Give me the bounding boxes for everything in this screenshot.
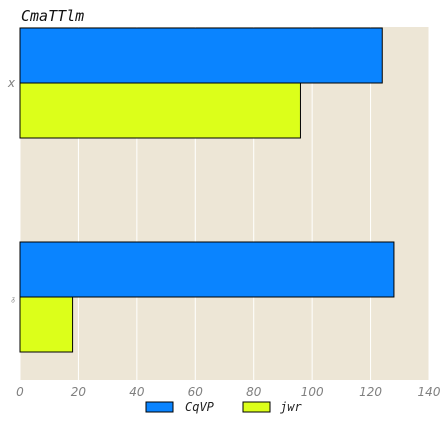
bar-jwr-0 — [19, 82, 301, 139]
legend-swatch-jwr — [242, 401, 271, 413]
x-tick-label: 60 — [188, 385, 204, 399]
x-tick-label: 20 — [71, 385, 87, 399]
x-tick-label: 40 — [129, 385, 145, 399]
x-tick-label: 0 — [16, 385, 24, 399]
x-tick-label: 80 — [246, 385, 262, 399]
x-tick-label: 140 — [418, 385, 441, 399]
x-tick-label: 120 — [359, 385, 382, 399]
x-axis-ticks: 0 20 40 60 80 100 120 140 — [16, 385, 441, 399]
y-tick-label: x — [7, 76, 16, 90]
y-axis-ticks: xᵹ — [7, 76, 16, 303]
legend-label-cqvp: CqVP — [185, 400, 215, 414]
bar-jwr-1 — [19, 296, 74, 353]
bars — [19, 27, 395, 353]
bar-cqvp-0 — [19, 27, 383, 84]
x-tick-label: 100 — [301, 385, 324, 399]
legend-swatch-cqvp — [145, 401, 174, 413]
legend: CqVP jwr — [145, 400, 302, 414]
chart-title: CmaTTlm — [21, 7, 84, 25]
legend-label-jwr: jwr — [280, 400, 302, 414]
bar-cqvp-1 — [19, 241, 395, 298]
y-tick-label: ᵹ — [11, 296, 16, 303]
